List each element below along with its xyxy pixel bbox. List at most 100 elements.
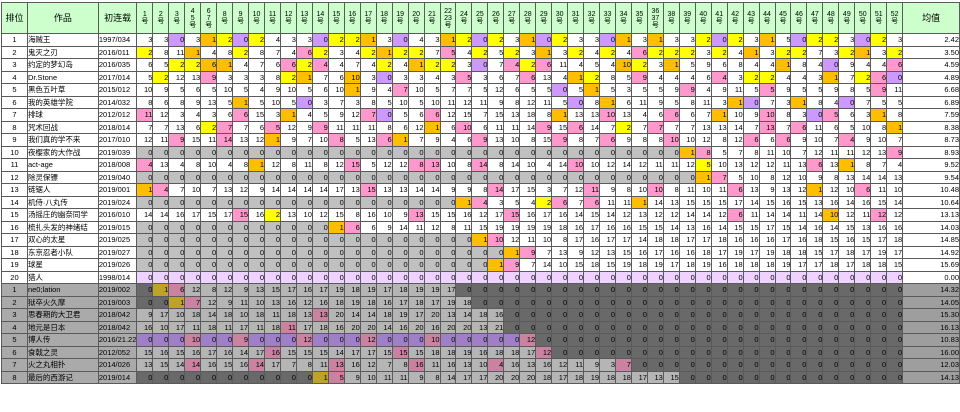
grid-cell-r21-c33[interactable]: 0 (646, 283, 664, 297)
grid-cell-r18-c48[interactable]: 17 (886, 245, 904, 259)
grid-cell-r14-c22[interactable]: 4 (471, 195, 489, 209)
grid-cell-r4-c12[interactable]: 7 (311, 70, 329, 84)
grid-cell-r14-c15[interactable]: 0 (359, 195, 377, 209)
grid-cell-r2-c46[interactable]: 1 (854, 45, 872, 59)
grid-cell-r22-c21[interactable]: 18 (455, 295, 473, 309)
grid-cell-r25-c7[interactable]: 9 (232, 333, 250, 347)
grid-cell-r8-c45[interactable]: 5 (838, 120, 856, 134)
grid-cell-r11-c48[interactable]: 4 (886, 158, 904, 172)
col-header-issue-26[interactable]: 29 号 (535, 2, 553, 34)
title-cell[interactable]: 海贼王 (26, 33, 99, 47)
grid-cell-r13-c35[interactable]: 11 (678, 183, 696, 197)
grid-cell-r7-c14[interactable]: 12 (343, 108, 361, 122)
grid-cell-r15-c19[interactable]: 15 (423, 208, 441, 222)
grid-cell-r5-c15[interactable]: 9 (359, 83, 377, 97)
grid-cell-r12-c10[interactable]: 0 (279, 170, 297, 184)
grid-cell-r5-c4[interactable]: 6 (184, 83, 202, 97)
grid-cell-r19-c9[interactable]: 0 (264, 258, 281, 272)
grid-cell-r18-c3[interactable]: 0 (168, 245, 186, 259)
grid-cell-r7-c4[interactable]: 4 (184, 108, 202, 122)
grid-cell-r5-c24[interactable]: 6 (503, 83, 521, 97)
grid-cell-r1-c14[interactable]: 2 (343, 33, 361, 47)
grid-cell-r21-c26[interactable]: 0 (535, 283, 553, 297)
grid-cell-r21-c38[interactable]: 0 (726, 283, 744, 297)
rank-cell[interactable]: 16 (1, 220, 28, 234)
grid-cell-r1-c9[interactable]: 4 (264, 33, 281, 47)
title-cell[interactable]: 博人传 (26, 333, 99, 347)
grid-cell-r14-c45[interactable]: 14 (838, 195, 856, 209)
grid-cell-r23-c44[interactable]: 0 (822, 308, 840, 322)
grid-cell-r28-c47[interactable]: 0 (870, 370, 888, 384)
grid-cell-r26-c37[interactable]: 0 (710, 345, 728, 359)
grid-cell-r20-c25[interactable]: 0 (519, 270, 537, 284)
grid-cell-r28-c3[interactable]: 0 (168, 370, 186, 384)
grid-cell-r25-c5[interactable]: 0 (200, 333, 218, 347)
grid-cell-r24-c42[interactable]: 0 (790, 320, 808, 334)
grid-cell-r13-c36[interactable]: 10 (694, 183, 712, 197)
grid-cell-r20-c28[interactable]: 0 (567, 270, 585, 284)
rank-cell[interactable]: 3 (1, 58, 28, 72)
grid-cell-r23-c9[interactable]: 11 (264, 308, 281, 322)
grid-cell-r9-c18[interactable]: 7 (407, 133, 425, 147)
grid-cell-r14-c20[interactable]: 0 (439, 195, 457, 209)
grid-cell-r14-c30[interactable]: 11 (599, 195, 616, 209)
grid-cell-r26-c38[interactable]: 0 (726, 345, 744, 359)
grid-cell-r8-c9[interactable]: 5 (264, 120, 281, 134)
grid-cell-r21-c31[interactable]: 0 (615, 283, 632, 297)
grid-cell-r22-c33[interactable]: 0 (646, 295, 664, 309)
grid-cell-r25-c28[interactable]: 0 (567, 333, 585, 347)
grid-cell-r4-c21[interactable]: 5 (455, 70, 473, 84)
grid-cell-r11-c10[interactable]: 8 (279, 158, 297, 172)
grid-cell-r14-c48[interactable]: 14 (886, 195, 904, 209)
grid-cell-r8-c37[interactable]: 13 (710, 120, 728, 134)
grid-cell-r25-c2[interactable]: 0 (152, 333, 170, 347)
grid-cell-r26-c3[interactable]: 15 (168, 345, 186, 359)
grid-cell-r23-c11[interactable]: 13 (295, 308, 313, 322)
grid-cell-r6-c42[interactable]: 1 (790, 95, 808, 109)
grid-cell-r7-c43[interactable]: 0 (806, 108, 824, 122)
grid-cell-r27-c7[interactable]: 16 (232, 358, 250, 372)
grid-cell-r24-c41[interactable]: 0 (774, 320, 792, 334)
grid-cell-r8-c7[interactable]: 7 (232, 120, 250, 134)
grid-cell-r20-c2[interactable]: 0 (152, 270, 170, 284)
grid-cell-r21-c15[interactable]: 19 (359, 283, 377, 297)
grid-cell-r28-c38[interactable]: 0 (726, 370, 744, 384)
grid-cell-r9-c17[interactable]: 1 (391, 133, 409, 147)
grid-cell-r26-c11[interactable]: 15 (295, 345, 313, 359)
grid-cell-r23-c26[interactable]: 0 (535, 308, 553, 322)
grid-cell-r8-c6[interactable]: 7 (216, 120, 234, 134)
grid-cell-r25-c8[interactable]: 0 (248, 333, 266, 347)
grid-cell-r1-c1[interactable]: 3 (136, 33, 154, 47)
grid-cell-r15-c29[interactable]: 15 (583, 208, 601, 222)
grid-cell-r18-c27[interactable]: 13 (551, 245, 569, 259)
grid-cell-r27-c1[interactable]: 13 (136, 358, 154, 372)
grid-cell-r3-c9[interactable]: 6 (264, 58, 281, 72)
grid-cell-r8-c25[interactable]: 14 (519, 120, 537, 134)
grid-cell-r28-c31[interactable]: 18 (615, 370, 632, 384)
grid-cell-r15-c42[interactable]: 11 (790, 208, 808, 222)
grid-cell-r26-c41[interactable]: 0 (774, 345, 792, 359)
grid-cell-r10-c44[interactable]: 11 (822, 145, 840, 159)
grid-cell-r25-c45[interactable]: 0 (838, 333, 856, 347)
grid-cell-r14-c46[interactable]: 16 (854, 195, 872, 209)
grid-cell-r20-c32[interactable]: 0 (630, 270, 648, 284)
grid-cell-r21-c2[interactable]: 1 (152, 283, 170, 297)
grid-cell-r21-c7[interactable]: 9 (232, 283, 250, 297)
grid-cell-r26-c44[interactable]: 0 (822, 345, 840, 359)
grid-cell-r3-c41[interactable]: 1 (774, 58, 792, 72)
grid-cell-r17-c6[interactable]: 0 (216, 233, 234, 247)
grid-cell-r24-c22[interactable]: 13 (471, 320, 489, 334)
grid-cell-r23-c10[interactable]: 18 (279, 308, 297, 322)
grid-cell-r4-c45[interactable]: 7 (838, 70, 856, 84)
grid-cell-r15-c34[interactable]: 12 (662, 208, 680, 222)
grid-cell-r24-c40[interactable]: 0 (758, 320, 776, 334)
grid-cell-r15-c17[interactable]: 9 (391, 208, 409, 222)
grid-cell-r12-c2[interactable]: 0 (152, 170, 170, 184)
grid-cell-r16-c3[interactable]: 0 (168, 220, 186, 234)
grid-cell-r4-c35[interactable]: 4 (678, 70, 696, 84)
grid-cell-r15-c38[interactable]: 6 (726, 208, 744, 222)
grid-cell-r9-c23[interactable]: 13 (487, 133, 505, 147)
grid-cell-r13-c22[interactable]: 8 (471, 183, 489, 197)
grid-cell-r4-c36[interactable]: 6 (694, 70, 712, 84)
